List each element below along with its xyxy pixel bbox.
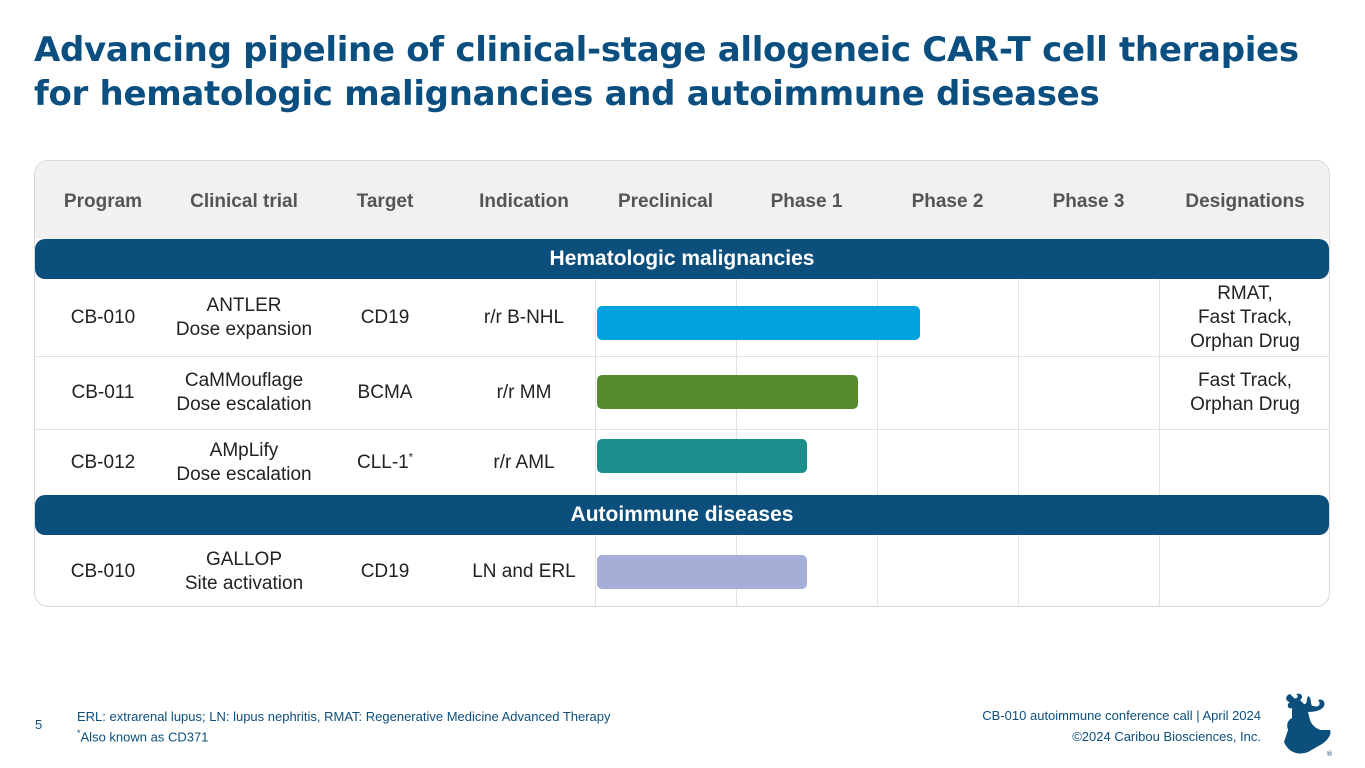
clinical-trial-cell: ANTLER Dose expansion xyxy=(171,279,317,356)
target-cell: CD19 xyxy=(360,560,410,582)
trial-name: AMpLify xyxy=(209,439,279,461)
table-row: CB-012 AMpLify Dose escalation CLL-1* r/… xyxy=(35,430,1329,495)
section-hematologic-malignancies: Hematologic malignancies xyxy=(35,239,1329,279)
header-phase-1: Phase 1 xyxy=(770,191,843,212)
caribou-logo-icon: ® xyxy=(1284,693,1333,758)
grid-line xyxy=(1159,535,1160,606)
table-row: CB-010 GALLOP Site activation CD19 LN an… xyxy=(35,535,1329,606)
clinical-trial-cell: GALLOP Site activation xyxy=(171,535,317,606)
header-program: Program xyxy=(63,191,143,212)
page-number: 5 xyxy=(35,717,43,732)
designation: Fast Track, xyxy=(1198,306,1292,328)
footer-info: CB-010 autoimmune conference call | Apri… xyxy=(982,705,1261,747)
trial-stage: Dose escalation xyxy=(176,394,312,415)
table-row: CB-011 CaMMouflage Dose escalation BCMA … xyxy=(35,357,1329,429)
header-clinical-trial: Clinical trial xyxy=(190,191,298,212)
clinical-trial-cell: AMpLify Dose escalation xyxy=(171,430,317,495)
header-phase-3: Phase 3 xyxy=(1052,191,1125,212)
section-autoimmune-diseases: Autoimmune diseases xyxy=(35,495,1329,535)
progress-bar xyxy=(597,306,920,340)
grid-line xyxy=(595,279,596,495)
pipeline-table: Program Clinical trial Target Indication… xyxy=(34,160,1330,607)
table-header: Program Clinical trial Target Indication… xyxy=(35,161,1329,239)
header-preclinical: Preclinical xyxy=(617,191,714,212)
trial-stage: Site activation xyxy=(184,572,304,594)
trial-stage: Dose expansion xyxy=(175,318,313,340)
slide-title: Advancing pipeline of clinical-stage all… xyxy=(34,28,1344,116)
designation: Fast Track, xyxy=(1198,370,1292,391)
target-cell: CD19 xyxy=(360,306,410,328)
program-cell: CB-011 xyxy=(71,382,135,403)
clinical-trial-cell: CaMMouflage Dose escalation xyxy=(171,357,317,429)
program-cell: CB-012 xyxy=(70,451,136,473)
grid-line xyxy=(877,279,878,495)
grid-line xyxy=(1159,279,1160,495)
progress-bar xyxy=(597,375,858,409)
footnote-marker: * xyxy=(77,728,81,738)
indication-cell: r/r MM xyxy=(496,382,552,403)
grid-line xyxy=(877,535,878,606)
row-divider xyxy=(35,429,1329,430)
grid-line xyxy=(1018,535,1019,606)
header-target: Target xyxy=(356,191,414,212)
trial-stage: Dose escalation xyxy=(176,463,312,485)
event-label: CB-010 autoimmune conference call | Apri… xyxy=(982,708,1261,723)
header-designations: Designations xyxy=(1185,191,1305,212)
designations-cell: Fast Track, Orphan Drug xyxy=(1159,357,1329,429)
progress-bar xyxy=(597,439,807,473)
trial-name: ANTLER xyxy=(206,294,282,316)
slide-title-line-1: Advancing pipeline of clinical-stage all… xyxy=(34,30,1299,70)
footnote-abbreviations: ERL: extrarenal lupus; LN: lupus nephrit… xyxy=(77,709,611,724)
indication-cell: r/r B-NHL xyxy=(483,306,565,328)
registered-mark: ® xyxy=(1326,750,1333,758)
designation: Orphan Drug xyxy=(1190,394,1300,415)
designations-cell: RMAT, Fast Track, Orphan Drug xyxy=(1159,279,1329,356)
grid-line xyxy=(1018,279,1019,495)
indication-cell: r/r AML xyxy=(493,451,555,473)
trial-name: GALLOP xyxy=(205,548,283,570)
table-row: CB-010 ANTLER Dose expansion CD19 r/r B-… xyxy=(35,279,1329,356)
progress-bar xyxy=(597,555,807,589)
trial-name: CaMMouflage xyxy=(184,370,304,391)
footnote-marker: * xyxy=(408,451,414,464)
header-phase-2: Phase 2 xyxy=(911,191,984,212)
program-cell: CB-010 xyxy=(70,560,136,582)
designation: Orphan Drug xyxy=(1190,330,1300,352)
indication-cell: LN and ERL xyxy=(472,560,576,582)
footnote-cll1: *Also known as CD371 xyxy=(77,728,209,745)
grid-line xyxy=(595,535,596,606)
target-cell: CLL-1* xyxy=(317,430,453,495)
target-cell: BCMA xyxy=(357,382,413,403)
designation: RMAT, xyxy=(1217,282,1273,304)
copyright: ©2024 Caribou Biosciences, Inc. xyxy=(1072,729,1261,744)
program-cell: CB-010 xyxy=(70,306,136,328)
row-divider xyxy=(35,356,1329,357)
footnotes: ERL: extrarenal lupus; LN: lupus nephrit… xyxy=(77,708,611,745)
header-indication: Indication xyxy=(479,191,569,212)
target-value: CLL-1* xyxy=(356,451,414,473)
slide-title-line-2: for hematologic malignancies and autoimm… xyxy=(34,74,1100,114)
